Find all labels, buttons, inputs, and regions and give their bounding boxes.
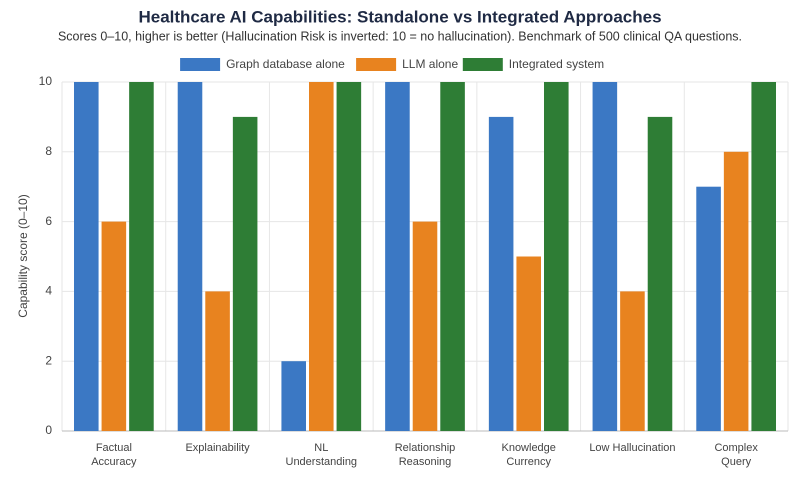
y-tick-label: 8 [45, 144, 52, 158]
y-tick-label: 0 [45, 423, 52, 437]
x-tick-label: Currency [506, 456, 551, 468]
bar [440, 82, 465, 431]
legend-label: Integrated system [509, 57, 604, 71]
x-tick-label: Complex [714, 442, 758, 454]
x-tick-label: Factual [96, 442, 132, 454]
bar [336, 82, 362, 431]
bar [751, 82, 776, 431]
bar [723, 151, 749, 432]
bar [620, 291, 645, 431]
x-tick-label: Explainability [185, 442, 250, 454]
legend-label: LLM alone [402, 57, 458, 71]
bar [309, 82, 334, 431]
y-tick-label: 2 [45, 353, 52, 367]
legend-label: Graph database alone [226, 57, 345, 71]
bar [177, 82, 203, 431]
x-tick-label: Query [721, 456, 751, 468]
bar [101, 221, 127, 431]
bar [696, 186, 721, 431]
bar [516, 256, 541, 431]
bar [592, 82, 618, 431]
legend-swatch [462, 58, 503, 71]
bar [544, 82, 569, 431]
legend-swatch [180, 58, 221, 71]
x-tick-label: Reasoning [399, 456, 452, 468]
bar [412, 221, 438, 431]
x-tick-label: Accuracy [91, 456, 137, 468]
y-tick-label: 4 [45, 284, 52, 298]
y-tick-label: 6 [45, 214, 52, 228]
chart-title: Healthcare AI Capabilities: Standalone v… [138, 7, 661, 26]
bar [281, 361, 306, 431]
bar [385, 82, 410, 431]
bar [647, 116, 673, 432]
bar [488, 116, 514, 432]
bar [232, 116, 258, 432]
legend-swatch [356, 58, 397, 71]
x-tick-label: Low Hallucination [589, 442, 675, 454]
bar [129, 82, 154, 431]
x-tick-label: Understanding [286, 456, 358, 468]
x-tick-label: Relationship [395, 442, 456, 454]
bar [74, 82, 99, 431]
chart-subtitle: Scores 0–10, higher is better (Hallucina… [58, 29, 742, 43]
x-tick-label: NL [314, 442, 328, 454]
x-tick-label: Knowledge [501, 442, 555, 454]
y-tick-label: 10 [39, 74, 53, 88]
y-axis-label: Capability score (0–10) [16, 194, 30, 317]
bar [205, 291, 230, 431]
